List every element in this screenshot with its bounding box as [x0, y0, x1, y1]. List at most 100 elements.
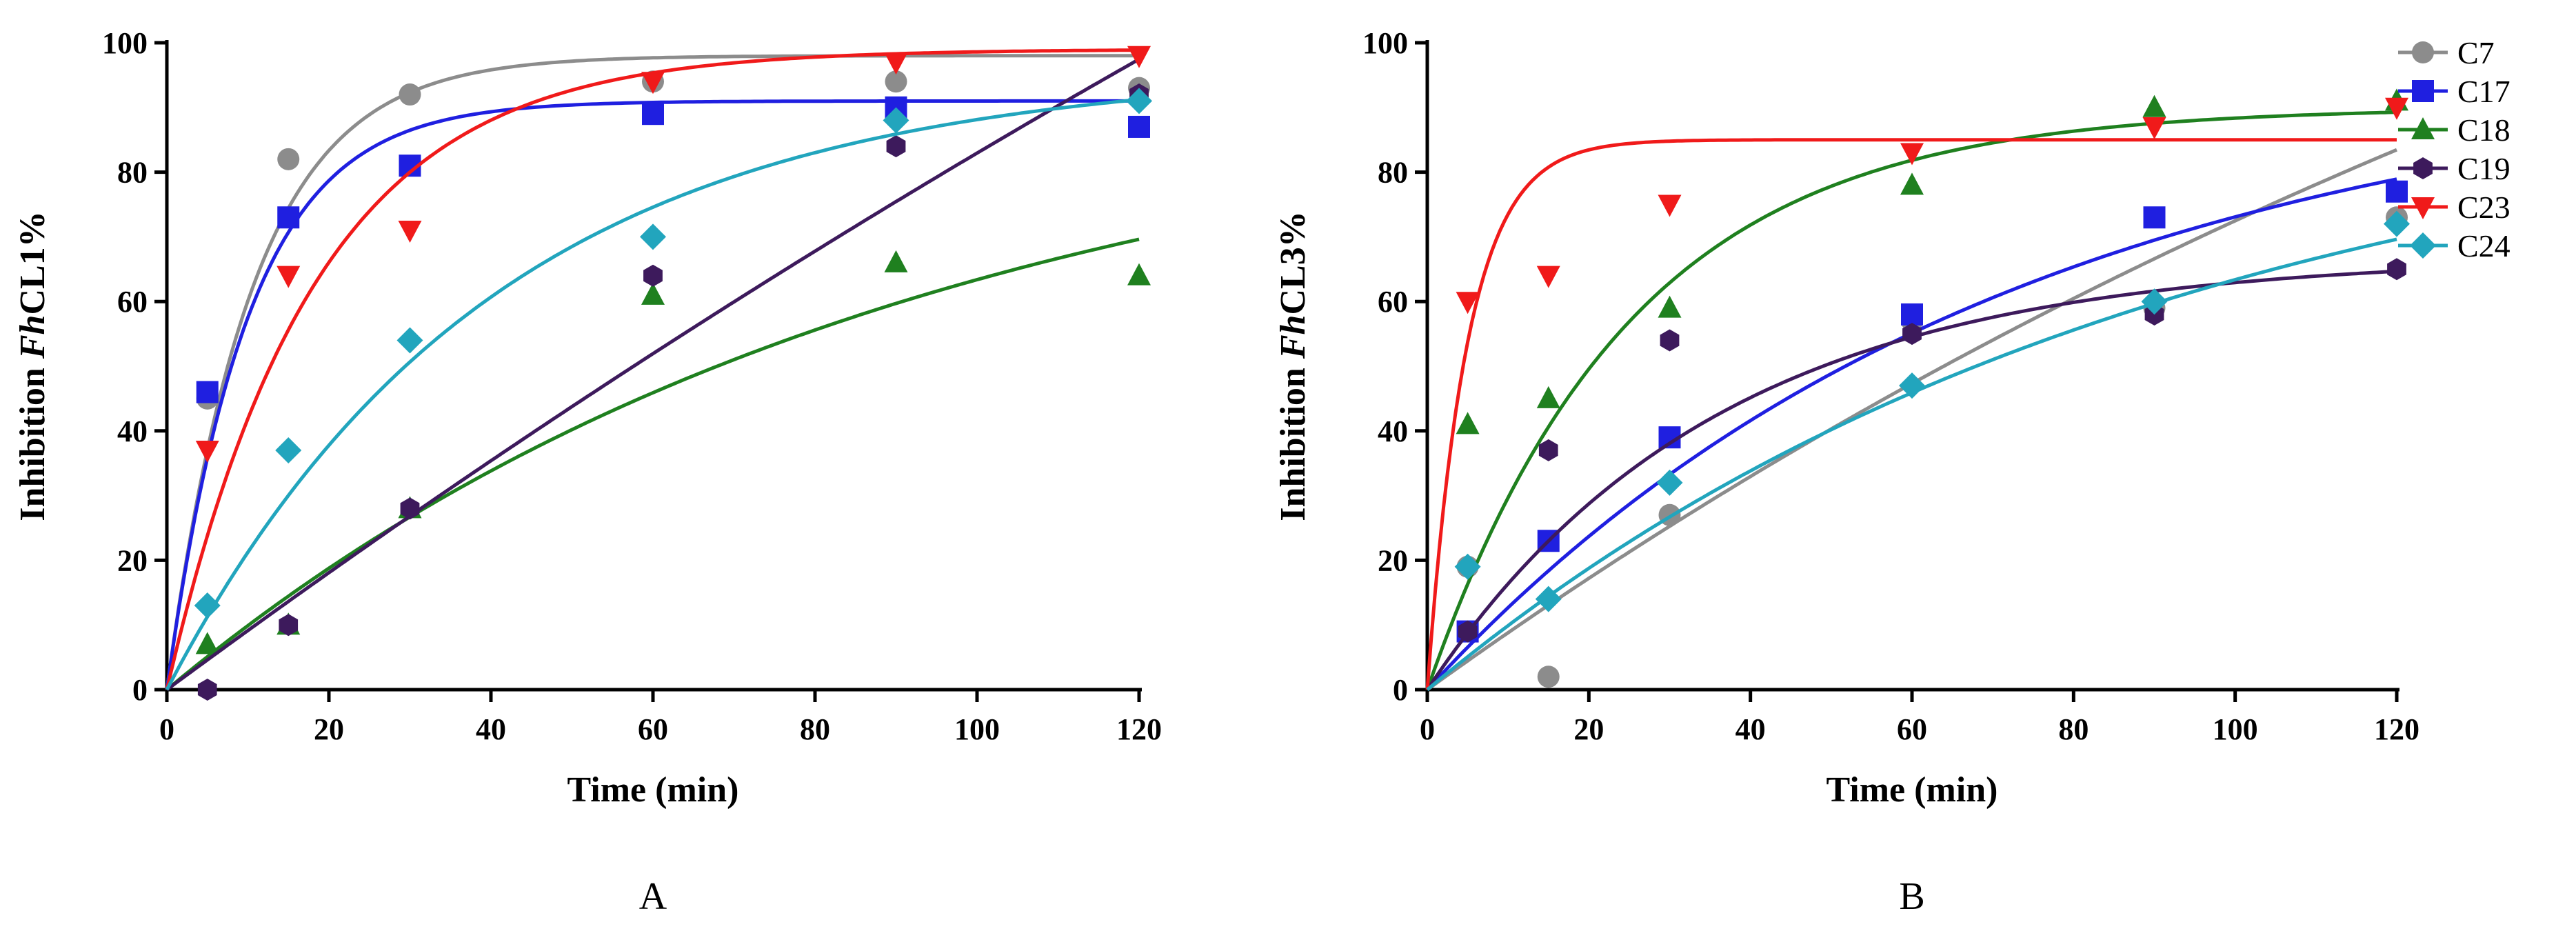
data-point-C23 [641, 72, 665, 94]
fit-curve-C18 [1425, 110, 2397, 690]
data-point-C24 [1454, 553, 1481, 580]
data-point-C17 [277, 206, 300, 229]
data-point-C17 [642, 103, 664, 126]
x-tick-label: 0 [159, 712, 174, 746]
data-point-C17 [2386, 180, 2408, 203]
x-axis-title: Time (min) [567, 770, 739, 810]
data-point-C7 [885, 70, 907, 93]
data-point-C19 [1902, 323, 1922, 346]
data-point-C17 [196, 381, 219, 403]
x-tick-label: 60 [1897, 712, 1927, 746]
data-point-C18 [1127, 263, 1151, 286]
y-tick-label: 80 [1378, 156, 1408, 190]
y-tick-label: 60 [1378, 285, 1408, 319]
x-tick-label: 20 [1573, 712, 1604, 746]
data-point-C18 [195, 632, 219, 654]
data-point-C7 [277, 148, 300, 170]
data-point-C24 [275, 437, 302, 463]
data-point-C19 [1458, 620, 1478, 643]
legend-item-C24: C24 [2398, 228, 2510, 263]
data-point-C24 [396, 327, 423, 354]
fit-curve-C19 [165, 57, 1140, 692]
y-tick-label: 100 [102, 26, 148, 60]
panel-label: A [639, 875, 667, 918]
data-point-C24 [1535, 586, 1562, 612]
data-point-C19 [279, 614, 299, 637]
data-point-C23 [1536, 266, 1560, 288]
series-C19 [165, 57, 1149, 701]
data-point-C17 [2143, 206, 2166, 229]
data-point-C18 [2142, 94, 2166, 117]
data-point-C24 [2384, 210, 2410, 237]
x-tick-label: 20 [314, 712, 344, 746]
data-point-C23 [2142, 117, 2166, 139]
x-tick-label: 100 [2213, 712, 2258, 746]
x-axis-title: Time (min) [1827, 770, 1998, 810]
panel-label: B [1899, 875, 1924, 918]
data-point-C23 [1456, 292, 1480, 314]
x-tick-label: 40 [476, 712, 506, 746]
fit-curve-C24 [165, 97, 1140, 691]
data-point-C17 [1128, 115, 1150, 138]
legend-marker [2412, 80, 2434, 102]
legend-label: C7 [2457, 35, 2495, 70]
fit-curve-C7 [1426, 148, 2397, 692]
y-tick-label: 20 [1378, 543, 1408, 577]
x-tick-label: 60 [638, 712, 668, 746]
data-point-C24 [640, 223, 666, 250]
y-tick-label: 0 [1393, 673, 1408, 707]
legend-marker [2413, 157, 2433, 179]
series-C23 [165, 46, 1151, 690]
legend-label: C18 [2457, 112, 2510, 148]
data-point-C19 [643, 264, 663, 287]
legend-label: C23 [2457, 190, 2510, 225]
y-axis-title: Inhibition FhCL3% [1274, 211, 1313, 521]
legend-marker [2411, 117, 2435, 139]
data-point-C19 [1538, 439, 1558, 461]
data-point-C18 [1536, 386, 1560, 408]
data-point-C7 [1537, 666, 1560, 688]
series-C17 [1426, 177, 2408, 691]
y-tick-label: 20 [117, 543, 148, 577]
y-tick-label: 0 [132, 673, 148, 707]
y-tick-label: 60 [117, 285, 148, 319]
chart-panel-A: 0 20 40 60 80 100 120 0 20 40 60 80 100 Time (min) Inh… [13, 26, 1162, 918]
x-tick-label: 120 [1116, 712, 1162, 746]
fit-curve-C17 [1426, 177, 2397, 691]
fit-curve-C23 [165, 48, 1140, 690]
data-point-C18 [641, 282, 665, 305]
data-point-C23 [1127, 46, 1151, 68]
data-point-C24 [1126, 88, 1152, 114]
fit-curve-C23 [1425, 138, 2397, 690]
x-tick-label: 0 [1420, 712, 1435, 746]
data-point-C23 [1900, 143, 1924, 166]
series-C23 [1425, 97, 2408, 690]
data-point-C18 [1456, 412, 1480, 434]
series-C7 [1426, 148, 2408, 692]
fit-curve-C7 [165, 54, 1139, 690]
x-tick-label: 80 [800, 712, 830, 746]
fit-curve-C18 [165, 237, 1140, 691]
legend-label: C19 [2457, 151, 2510, 186]
x-tick-label: 40 [1735, 712, 1766, 746]
legend-marker [2412, 41, 2434, 63]
chart-panel-B: 0 20 40 60 80 100 120 0 20 40 60 80 100 Time (min) Inh… [1274, 26, 2510, 918]
data-point-C19 [886, 135, 906, 158]
data-point-C17 [1901, 303, 1923, 326]
y-tick-label: 100 [1362, 26, 1408, 60]
fit-curve-C17 [165, 99, 1139, 690]
series-C7 [165, 54, 1150, 690]
data-point-C18 [1900, 172, 1924, 195]
legend-item-C19: C19 [2398, 151, 2510, 186]
data-point-C23 [884, 52, 908, 75]
data-point-C24 [194, 592, 221, 619]
y-tick-label: 40 [117, 414, 148, 448]
legend-item-C7: C7 [2398, 35, 2495, 70]
data-point-C18 [884, 250, 908, 272]
data-point-C23 [195, 440, 219, 463]
legend-label: C17 [2457, 74, 2510, 109]
data-point-C23 [398, 221, 422, 243]
data-point-C24 [1899, 372, 1925, 399]
